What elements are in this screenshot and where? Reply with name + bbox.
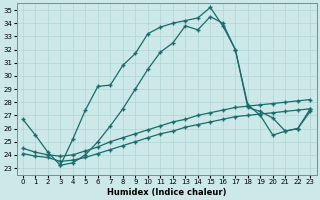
X-axis label: Humidex (Indice chaleur): Humidex (Indice chaleur) bbox=[107, 188, 226, 197]
